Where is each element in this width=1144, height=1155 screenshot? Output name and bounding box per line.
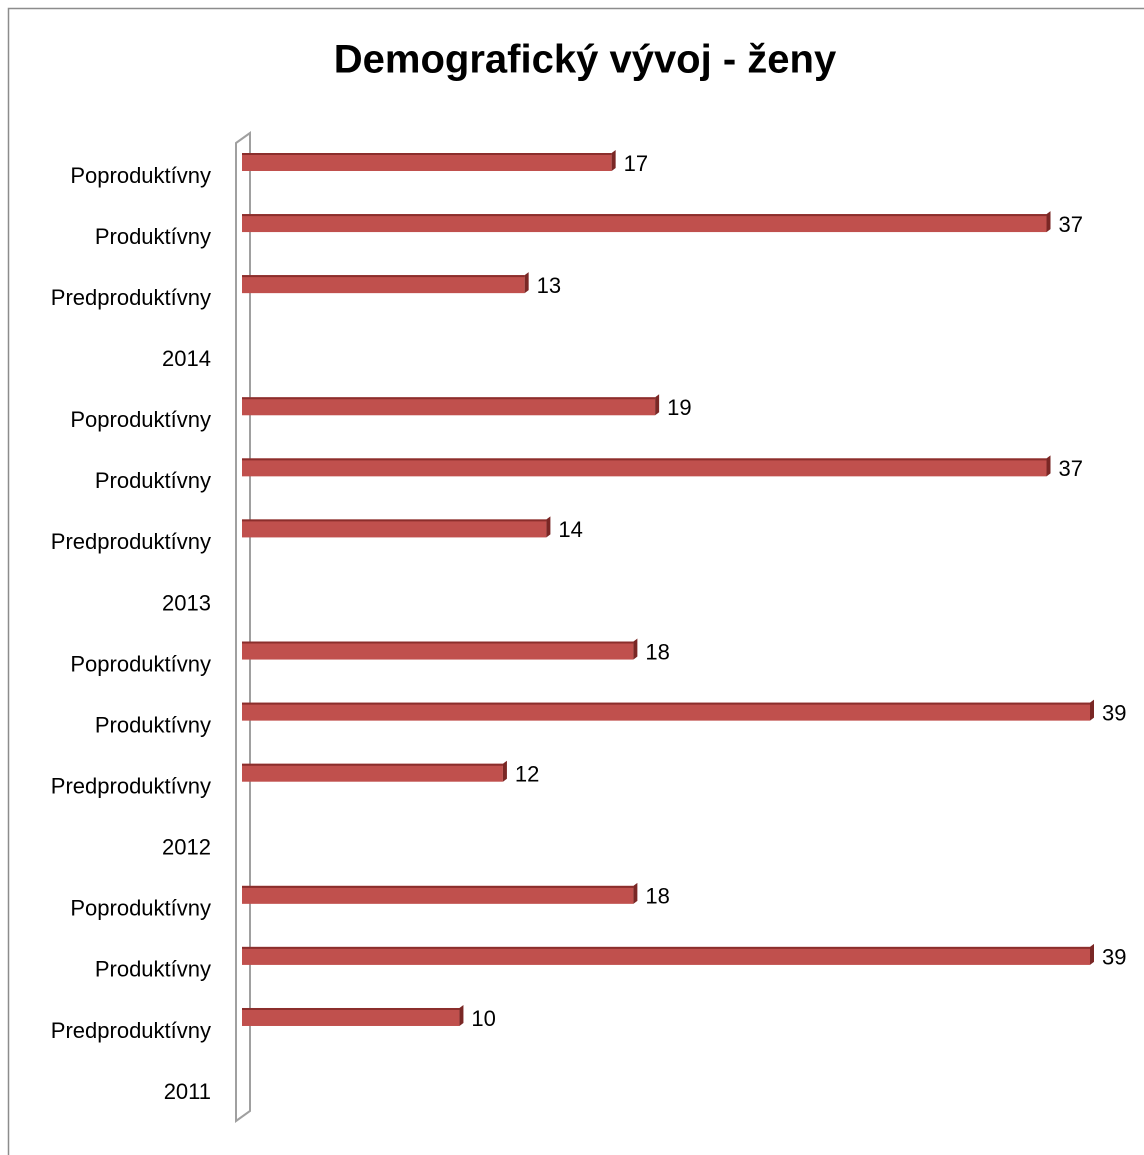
bar <box>242 885 634 904</box>
data-label: 37 <box>1059 212 1083 237</box>
y-tick-label: 2012 <box>162 835 211 860</box>
bar-end <box>1046 455 1051 477</box>
data-label: 19 <box>667 395 691 420</box>
bar <box>242 946 1090 965</box>
data-label: 39 <box>1102 945 1126 970</box>
data-label: 18 <box>645 884 669 909</box>
data-label: 18 <box>645 639 669 664</box>
chart-title: Demografický vývoj - ženy <box>334 38 837 82</box>
y-tick-label: Poproduktívny <box>70 896 211 921</box>
y-tick-label: Produktívny <box>95 468 211 493</box>
bar <box>242 153 612 171</box>
data-label: 39 <box>1102 700 1126 725</box>
bar <box>242 458 1047 477</box>
bar <box>242 275 525 294</box>
bar-end <box>633 638 638 660</box>
data-label: 14 <box>558 517 582 542</box>
bar <box>242 702 1090 721</box>
bar <box>242 397 656 416</box>
data-label: 37 <box>1059 456 1083 481</box>
bar-end <box>611 150 616 171</box>
chart-frame <box>7 7 1144 1155</box>
bar <box>242 763 503 782</box>
data-label: 12 <box>515 762 539 787</box>
bar-end <box>1090 943 1094 965</box>
bar-end <box>1046 211 1051 233</box>
data-label: 10 <box>471 1006 495 1031</box>
data-label: 17 <box>624 151 648 176</box>
bar <box>242 519 547 538</box>
y-tick-label: Predproduktívny <box>51 285 211 310</box>
axis-wall <box>235 131 251 1123</box>
y-tick-label: Poproduktívny <box>70 163 211 188</box>
bar <box>242 214 1047 233</box>
bar-end <box>524 272 529 294</box>
bar <box>242 1007 460 1026</box>
bar-end <box>546 516 551 538</box>
bar-end <box>502 760 507 782</box>
y-tick-label: 2011 <box>164 1079 211 1104</box>
bar-end <box>655 394 660 416</box>
data-label: 13 <box>537 273 561 298</box>
bar <box>242 641 634 660</box>
y-tick-label: 2014 <box>162 346 211 371</box>
bar-end <box>459 1004 464 1026</box>
y-tick-label: Produktívny <box>95 957 211 982</box>
bar-end <box>633 882 638 904</box>
y-tick-label: Produktívny <box>95 224 211 249</box>
y-tick-label: Predproduktívny <box>51 774 211 799</box>
y-tick-label: Poproduktívny <box>70 651 211 676</box>
bar-end <box>1090 699 1094 721</box>
y-tick-label: 2013 <box>162 590 211 615</box>
y-tick-label: Poproduktívny <box>70 407 211 432</box>
y-tick-label: Predproduktívny <box>51 1018 211 1043</box>
y-tick-label: Predproduktívny <box>51 529 211 554</box>
y-tick-label: Produktívny <box>95 712 211 737</box>
